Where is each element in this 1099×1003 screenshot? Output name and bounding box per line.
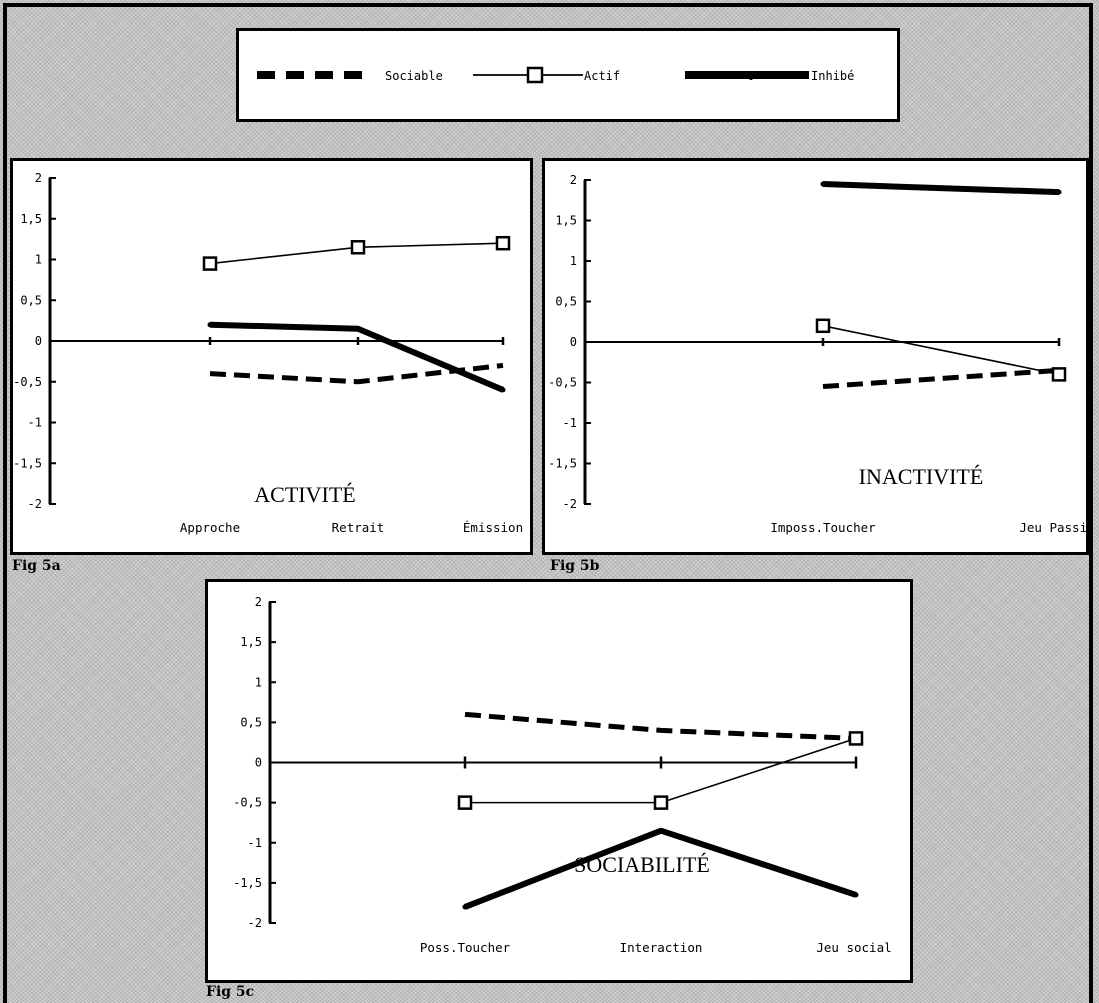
chart-5b-y-tick-label: 2 [570,173,577,187]
chart-5a-y-tick-label: 0,5 [20,293,42,307]
chart-5a-y-tick-label: 2 [35,171,42,185]
chart-5b-y-tick-label: 0,5 [555,295,577,309]
chart-5b-series-actif [822,325,1060,376]
chart-5a-point-actif [350,240,366,255]
chart-5c-y-tick-label: -1 [248,836,262,850]
chart-5a-y-tick-label: 0 [35,334,42,348]
chart-5b-point-inhibe [820,181,826,187]
chart-5a-y-tick-label: 1 [35,253,42,267]
chart-panel-5a: 2 1,5 1 0,5 0 -0,5 -1 -1,5 -2 Approche Retrait Émis… [10,158,533,555]
chart-5c-point-inhibe [462,904,468,910]
outer-frame [3,3,1093,1003]
chart-5b-category-label-jeu-passif: Jeu Passif [1019,520,1086,535]
chart-5b-y-tick-label: -2 [563,497,577,511]
chart-5b-series-sociable [822,367,1060,390]
chart-5c-y-tick-label: 1,5 [240,635,262,649]
chart-5a-category-label-emission: Émission [463,520,523,535]
chart-panel-5b: 2 1,5 1 0,5 0 -0,5 -1 -1,5 -2 Imposs.Toucher Jeu P… [542,158,1089,555]
chart-5a-point-inhibe [355,326,361,332]
chart-5b-y-tick-label: 1,5 [555,214,577,228]
chart-5a-y-tick-label: 1,5 [20,212,42,226]
chart-5a-title: ACTIVITÉ [254,482,355,507]
chart-5c-series-sociable [464,711,857,741]
chart-5c-y-tick-label: -1,5 [233,876,262,890]
fig-label-5a: Fig 5a [12,558,61,574]
legend-swatch-inhibe-marker [749,76,753,80]
chart-5b-category-label-imposs-toucher: Imposs.Toucher [770,520,876,535]
legend-label-actif: Actif [584,69,620,83]
chart-5c-y-tick-label: -0,5 [233,796,262,810]
chart-5a-y-tick-label: -0,5 [13,375,42,389]
chart-5a-point-actif [495,235,511,251]
chart-5c-point-inhibe [853,892,859,898]
chart-5b-point-actif [815,318,831,334]
chart-5a-point-inhibe [207,322,213,328]
chart-5a-point-actif [202,256,218,271]
legend-label-sociable: Sociable [385,69,443,83]
chart-5b-y-tick-label: 1 [570,254,577,268]
chart-5c-category-label-interaction: Interaction [620,940,703,955]
chart-5b-series-inhibe [822,181,1060,196]
legend-label-inhibe: Inhibé [811,69,854,83]
chart-5c-category-label-poss-toucher: Poss.Toucher [420,940,511,955]
chart-5b-point-actif [1051,367,1067,382]
chart-5a-y-tick-label: -1,5 [13,456,42,470]
chart-5c-y-tick-label: 2 [255,595,262,609]
chart-5c-y-tick-label: 1 [255,675,262,689]
chart-5b-y-tick-label: -1 [563,416,577,430]
chart-5c-y-tick-label: 0 [255,756,262,770]
chart-5c-point-actif [848,731,864,746]
chart-5c-point-actif [457,795,473,810]
chart-5a-category-label-retrait: Retrait [332,520,385,535]
chart-5c-series-actif [465,737,857,804]
chart-5c-point-actif [653,795,669,810]
fig-label-5b: Fig 5b [550,558,600,574]
chart-5a-y-tick-label: -1 [28,416,42,430]
chart-5b-y-tick-label: -1,5 [548,457,577,471]
chart-5b-title: INACTIVITÉ [859,464,984,489]
chart-5b-point-inhibe [1056,189,1062,195]
legend-swatch-actif-marker [526,66,544,84]
chart-5c-y-tick-label: -2 [248,916,262,930]
chart-5a-category-label-approche: Approche [180,520,240,535]
chart-5b-y-tick-label: -0,5 [548,376,577,390]
chart-legend: Sociable Actif Inhibé [236,28,900,122]
chart-5c-category-label-jeu-social: Jeu social [816,940,891,955]
fig-label-5c: Fig 5c [206,984,255,1000]
chart-5b-y-tick-label: 0 [570,335,577,349]
chart-5a-y-tick-label: -2 [28,497,42,511]
chart-5a-point-inhibe [500,387,506,393]
chart-5c-y-tick-label: 0,5 [240,715,262,729]
chart-panel-5c: 2 1,5 1 0,5 0 -0,5 -1 -1,5 -2 Poss.Toucher Interac… [205,579,913,983]
chart-5c-point-inhibe [658,828,664,834]
